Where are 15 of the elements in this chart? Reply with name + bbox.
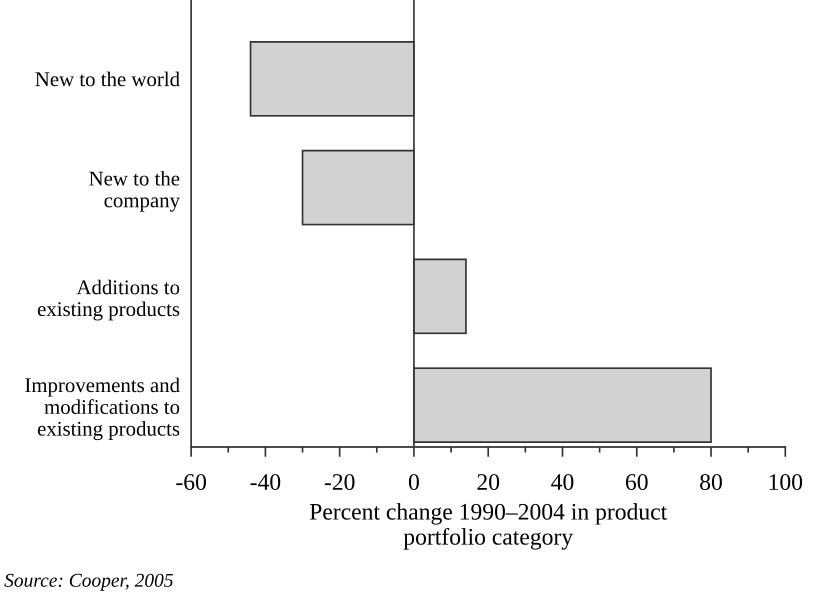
x-tick-label: -40: [250, 474, 280, 490]
x-tick-label: 40: [551, 474, 574, 490]
y-tick-label: Improvements and modifications to existing products: [25, 378, 180, 440]
x-tick-label: 100: [770, 474, 802, 490]
x-axis-title: Percent change 1990–2004 in product portfolio category: [310, 503, 668, 550]
y-tick-label: New to the company: [89, 170, 180, 212]
source-note: Source: Cooper, 2005: [4, 574, 173, 591]
x-tick-label: 0: [408, 474, 419, 490]
x-tick-label: 20: [477, 474, 500, 490]
x-tick-label: 80: [700, 474, 722, 490]
x-tick-label: -20: [324, 474, 355, 490]
x-tick-label: 60: [626, 474, 648, 490]
x-tick-label: -60: [176, 474, 206, 490]
y-tick-label: New to the world: [35, 72, 180, 86]
y-tick-label: Additions to existing products: [38, 280, 180, 320]
